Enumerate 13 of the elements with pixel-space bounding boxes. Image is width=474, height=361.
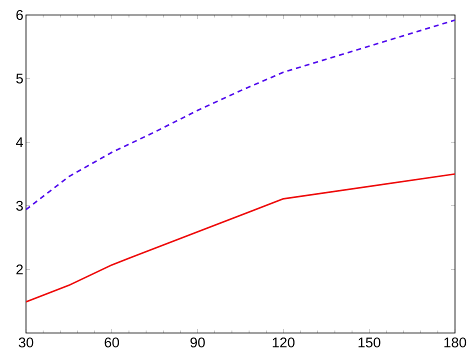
y-tick-label: 5: [16, 74, 23, 84]
x-tick-label: 90: [190, 338, 205, 348]
y-tick-label: 4: [16, 137, 24, 148]
x-tick-label: 150: [358, 338, 380, 348]
x-tick-label: 120: [272, 338, 295, 348]
x-tick-label: 60: [104, 338, 120, 348]
x-tick-label: 30: [18, 338, 34, 348]
y-tick-label: 2: [16, 264, 23, 274]
line-series: [26, 19, 456, 210]
y-tick-label: 6: [16, 10, 23, 20]
x-tick-label: 180: [444, 338, 466, 348]
y-tick-label: 3: [16, 200, 23, 211]
line-series: [26, 173, 456, 303]
